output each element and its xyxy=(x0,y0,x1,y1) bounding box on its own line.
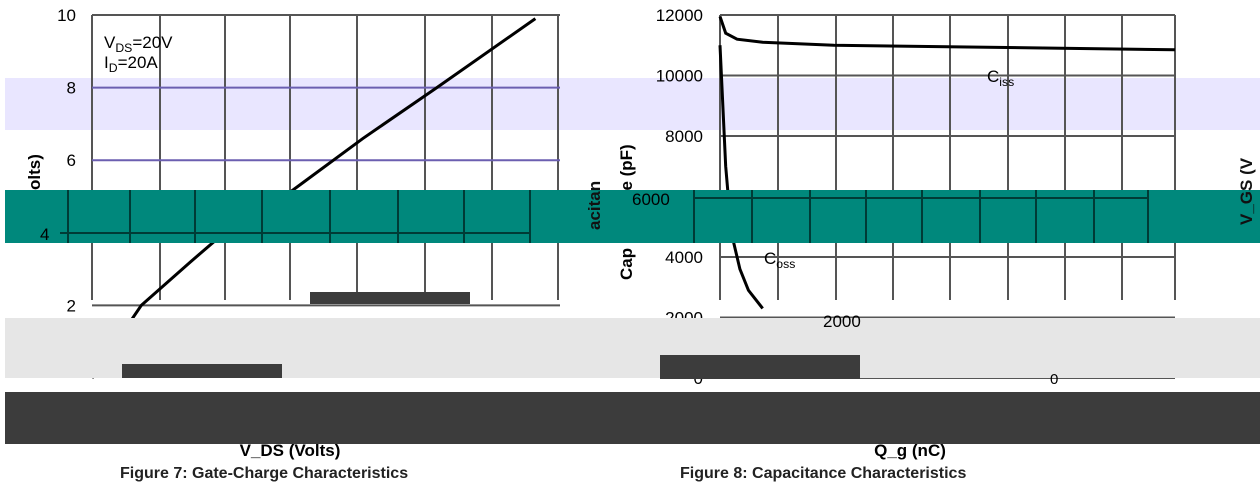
teal-band-text-r: V_GS (V xyxy=(1237,157,1256,225)
teal-band-text: acitan xyxy=(585,181,604,230)
dark-strip xyxy=(310,292,470,304)
left-ytick-label: 2 xyxy=(67,296,76,315)
left-ytick-label: 8 xyxy=(67,79,76,98)
right-ylabel-partial: ce (pF) xyxy=(617,144,636,200)
right-ytick-label: 8000 xyxy=(665,127,703,146)
left-ytick-label: 10 xyxy=(57,6,76,25)
series-label-iss: Ciss xyxy=(987,67,1014,89)
left-caption: Figure 7: Gate-Charge Characteristics xyxy=(120,465,408,482)
left-annotation: VDS=20V xyxy=(104,33,173,55)
gray-band-tick-0: 0 xyxy=(1050,371,1058,388)
right-ytick-label: 12000 xyxy=(656,6,703,25)
dark-band xyxy=(5,392,1260,444)
right-ylabel-partial-2: Cap xyxy=(617,248,636,280)
capacitance-curve-iss xyxy=(718,16,1176,52)
right-ytick-label: 10000 xyxy=(656,67,703,86)
right-caption: Figure 8: Capacitance Characteristics xyxy=(680,465,966,482)
dark-block-left xyxy=(122,364,282,378)
dark-block xyxy=(660,355,860,379)
left-ylabel-partial: olts) xyxy=(25,154,44,190)
left-xlabel: V_DS (Volts) xyxy=(240,441,341,460)
right-ytick-label: 4000 xyxy=(665,248,703,267)
teal-band-tick-r: 6000 xyxy=(632,190,670,209)
series-label-oss: Coss xyxy=(764,249,795,271)
left-ytick-label: 6 xyxy=(67,151,76,170)
gray-band-tick: 2000 xyxy=(823,312,861,331)
right-xlabel: Q_g (nC) xyxy=(874,441,946,460)
teal-band-tick: 4 xyxy=(40,225,49,244)
left-annotation: ID=20A xyxy=(104,53,158,75)
capacitance-curve-oss xyxy=(718,45,764,310)
